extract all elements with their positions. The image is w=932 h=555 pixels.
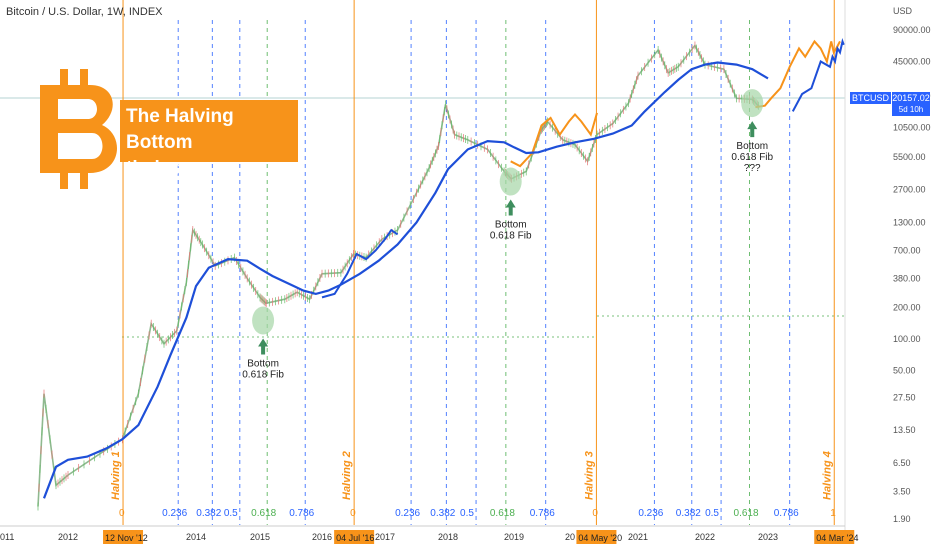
projection-series-3 <box>755 39 841 109</box>
moving-average-line <box>42 61 769 499</box>
banner-line-2: timing <box>126 158 183 179</box>
halving-fib-3: 1 <box>830 508 836 519</box>
fib-label-2-1: 0.382 <box>676 508 701 519</box>
x-tick-2: 2014 <box>186 532 206 542</box>
bottom-note-2-0: Bottom <box>736 141 768 152</box>
fib-label-2-2: 0.5 <box>705 508 719 519</box>
fib-label-1-0: 0.236 <box>395 508 420 519</box>
y-tick-7: 700.00 <box>893 246 921 256</box>
fib-label-1-3: 0.618 <box>490 508 515 519</box>
halving-fib-0: 0 <box>119 508 125 519</box>
price-tag: 20157.02 <box>892 92 930 104</box>
bottom-note-0-1: 0.618 Fib <box>242 370 284 381</box>
bitcoin-logo <box>40 69 118 189</box>
bottom-marker-2 <box>741 89 764 118</box>
x-tick-9: 2021 <box>628 532 648 542</box>
fib-label-2-3: 0.618 <box>734 508 759 519</box>
y-tick-6: 1300.00 <box>893 217 926 227</box>
halving-date-box-2 <box>576 530 617 544</box>
halving-date-0: 12 Nov '12 <box>105 533 148 543</box>
x-tick-5: 2017 <box>375 532 395 542</box>
y-tick-8: 380.00 <box>893 273 921 283</box>
x-tick-6: 2018 <box>438 532 458 542</box>
bottom-note-0-0: Bottom <box>247 359 279 370</box>
x-tick-4: 2016 <box>312 532 332 542</box>
up-arrow-icon-0 <box>258 338 269 355</box>
projection-series-1 <box>321 228 399 299</box>
y-axis-title: USD <box>893 6 913 16</box>
x-tick-3: 2015 <box>250 532 270 542</box>
halving-date-2: 04 May '20 <box>578 533 622 543</box>
countdown-tag: 5d 10h <box>892 104 930 116</box>
bottom-note-1-0: Bottom <box>495 220 527 231</box>
projection-series-2 <box>510 112 598 168</box>
bottom-marker-1 <box>499 167 522 196</box>
bottom-note-2-2: ??? <box>744 163 761 174</box>
x-tick-0: 011 <box>0 532 14 542</box>
chart-title: Bitcoin / U.S. Dollar, 1W, INDEX <box>6 6 163 18</box>
y-tick-14: 6.50 <box>893 458 911 468</box>
x-tick-1: 2012 <box>58 532 78 542</box>
halving-date-box-0 <box>103 530 144 544</box>
y-tick-12: 27.50 <box>893 393 916 403</box>
y-tick-1: 45000.00 <box>893 56 931 66</box>
halving-label-3: Halving 4 <box>821 451 833 500</box>
x-tick-8: 20 <box>565 532 575 542</box>
halving-label-1: Halving 2 <box>341 451 353 500</box>
banner-line-1: The Halving Bottom <box>126 106 234 153</box>
fib-label-0-4: 0.786 <box>289 508 314 519</box>
halving-fib-2: 0 <box>592 508 598 519</box>
fib-label-1-2: 0.5 <box>460 508 474 519</box>
y-tick-10: 100.00 <box>893 334 921 344</box>
up-arrow-icon-2 <box>747 121 758 138</box>
projection-series-4 <box>791 37 845 112</box>
y-tick-0: 90000.00 <box>893 25 931 35</box>
halving-date-box-3 <box>814 530 855 544</box>
title-banner: The Halving Bottom timing <box>120 100 298 179</box>
fib-label-1-1: 0.382 <box>430 508 455 519</box>
bottom-note-2-1: 0.618 Fib <box>731 152 773 163</box>
y-tick-16: 1.90 <box>893 514 911 524</box>
x-tick-10: 2022 <box>695 532 715 542</box>
halving-fib-1: 0 <box>350 508 356 519</box>
halving-date-3: 04 Mar '24 <box>816 533 858 543</box>
halving-date-box-1 <box>334 530 375 544</box>
halving-label-2: Halving 3 <box>583 451 595 500</box>
y-tick-3: 10500.00 <box>893 123 931 133</box>
fib-label-0-3: 0.618 <box>251 508 276 519</box>
halving-date-1: 04 Jul '16 <box>336 533 374 543</box>
y-tick-13: 13.50 <box>893 425 916 435</box>
fib-label-2-4: 0.786 <box>774 508 799 519</box>
up-arrow-icon-1 <box>505 199 516 216</box>
fib-label-0-1: 0.382 <box>196 508 221 519</box>
y-tick-15: 3.50 <box>893 486 911 496</box>
x-tick-11: 2023 <box>758 532 778 542</box>
bottom-note-1-1: 0.618 Fib <box>490 231 532 242</box>
symbol-tag: BTCUSD <box>850 92 891 104</box>
fib-label-0-0: 0.236 <box>162 508 187 519</box>
bottom-marker-0 <box>252 306 275 335</box>
fib-label-0-2: 0.5 <box>224 508 238 519</box>
fib-label-2-0: 0.236 <box>638 508 663 519</box>
x-tick-7: 2019 <box>504 532 524 542</box>
y-tick-9: 200.00 <box>893 302 921 312</box>
y-tick-4: 5500.00 <box>893 152 926 162</box>
halving-label-0: Halving 1 <box>110 451 122 500</box>
y-tick-11: 50.00 <box>893 365 916 375</box>
fib-label-1-4: 0.786 <box>530 508 555 519</box>
y-tick-5: 2700.00 <box>893 184 926 194</box>
